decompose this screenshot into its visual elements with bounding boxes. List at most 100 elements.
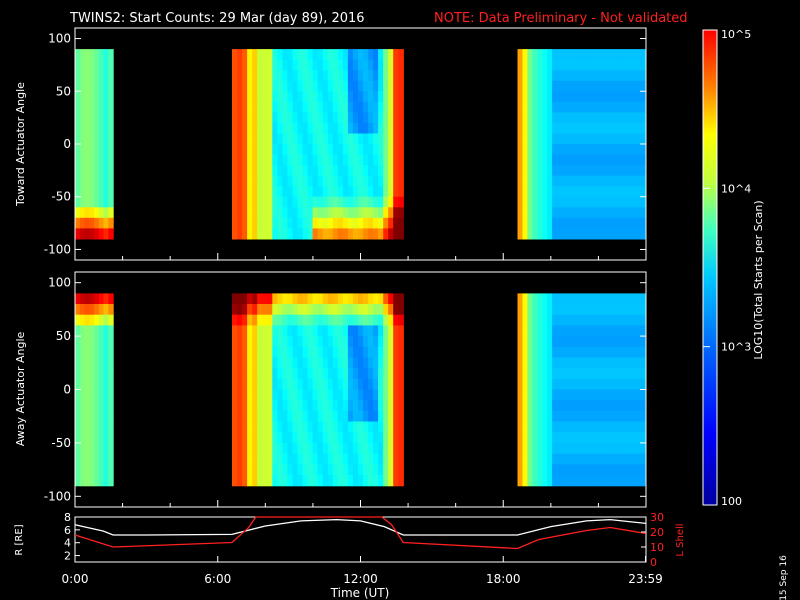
heatmap-cell [363, 410, 369, 423]
heatmap-cell [257, 217, 263, 229]
heatmap-cell [358, 368, 364, 380]
heatmap-cell [621, 357, 627, 369]
heatmap-cell [89, 442, 95, 455]
heatmap-cell [363, 304, 369, 316]
heatmap-cell [398, 400, 404, 412]
heatmap-cell [621, 91, 627, 103]
heatmap-cell [576, 112, 583, 124]
heatmap-cell [631, 91, 637, 103]
heatmap-cell [621, 368, 627, 380]
heatmap-cell [542, 293, 548, 305]
heatmap-cell [337, 368, 344, 380]
heatmap-cell [267, 304, 273, 316]
heatmap-cell [388, 442, 394, 455]
heatmap-cell [317, 346, 324, 359]
heatmap-cell [352, 154, 359, 166]
heatmap-cell [89, 186, 95, 198]
heatmap-cell [591, 186, 597, 198]
heatmap-cell [302, 144, 309, 156]
heatmap-cell [596, 165, 602, 177]
heatmap-cell [75, 122, 81, 134]
heatmap-cell [327, 144, 334, 156]
heatmap-cell [557, 314, 563, 326]
heatmap-cell [267, 144, 273, 156]
heatmap-cell [378, 432, 384, 444]
heatmap-cell [232, 186, 238, 198]
heatmap-cell [363, 207, 369, 219]
heatmap-cell [262, 389, 268, 401]
heatmap-cell [596, 453, 602, 465]
heatmap-cell [373, 368, 379, 380]
heatmap-cell [388, 314, 394, 326]
heatmap-cell [89, 378, 95, 391]
heatmap-cell [337, 346, 344, 359]
heatmap-cell [302, 101, 309, 113]
heatmap-cell [527, 186, 533, 198]
heatmap-cell [566, 112, 573, 124]
heatmap-cell [79, 80, 86, 92]
heatmap-cell [262, 368, 268, 380]
heatmap-cell [292, 144, 299, 156]
heatmap-cell [393, 293, 399, 305]
heatmap-cell [581, 304, 588, 316]
heatmap-cell [596, 432, 602, 444]
heatmap-cell [108, 175, 114, 187]
heatmap-cell [576, 70, 583, 82]
heatmap-cell [616, 325, 622, 337]
heatmap-cell [393, 464, 399, 476]
heatmap-cell [242, 133, 248, 145]
heatmap-cell [103, 122, 109, 134]
heatmap-cell [621, 400, 627, 412]
heatmap-cell [571, 112, 578, 124]
heatmap-cell [312, 70, 319, 82]
heatmap-cell [616, 133, 622, 145]
heatmap-cell [363, 389, 369, 401]
heatmap-cell [337, 207, 344, 219]
heatmap-cell [571, 346, 578, 359]
heatmap-cell [257, 154, 263, 166]
heatmap-cell [576, 133, 583, 145]
heatmap-cell [232, 432, 238, 444]
heatmap-cell [373, 464, 379, 476]
heatmap-cell [79, 154, 86, 166]
heatmap-cell [517, 154, 523, 166]
heatmap-cell [566, 400, 573, 412]
heatmap-cell [347, 325, 354, 337]
heatmap-cell [581, 101, 588, 113]
heatmap-cell [606, 112, 612, 124]
heatmap-cell [332, 144, 339, 156]
heatmap-cell [611, 217, 617, 229]
heatmap-cell [98, 410, 105, 423]
heatmap-cell [103, 475, 109, 487]
heatmap-cell [292, 165, 299, 177]
heatmap-cell [393, 70, 399, 82]
heatmap-cell [601, 410, 607, 423]
heatmap-cell [601, 207, 607, 219]
heatmap-cell [242, 207, 248, 219]
heatmap-cell [383, 410, 389, 423]
heatmap-cell [337, 304, 344, 316]
heatmap-cell [352, 196, 359, 208]
heatmap-cell [388, 453, 394, 465]
heatmap-cell [383, 228, 389, 240]
heatmap-cell [287, 368, 293, 380]
heatmap-cell [242, 175, 248, 187]
heatmap-cell [297, 293, 304, 305]
heatmap-cell [576, 357, 583, 369]
heatmap-cell [337, 464, 344, 476]
heatmap-cell [307, 144, 314, 156]
heatmap-cell [591, 325, 597, 337]
heatmap-cell [232, 400, 238, 412]
heatmap-cell [327, 421, 334, 433]
heatmap-cell [532, 165, 538, 177]
heatmap-cell [388, 304, 394, 316]
heatmap-cell [373, 314, 379, 326]
heatmap-cell [307, 165, 314, 177]
heatmap-cell [322, 410, 329, 423]
heatmap-cell [561, 122, 568, 134]
heatmap-cell [398, 378, 404, 391]
heatmap-cell [616, 80, 622, 92]
heatmap-cell [84, 207, 90, 219]
heatmap-cell [317, 400, 324, 412]
heatmap-cell [79, 49, 86, 61]
